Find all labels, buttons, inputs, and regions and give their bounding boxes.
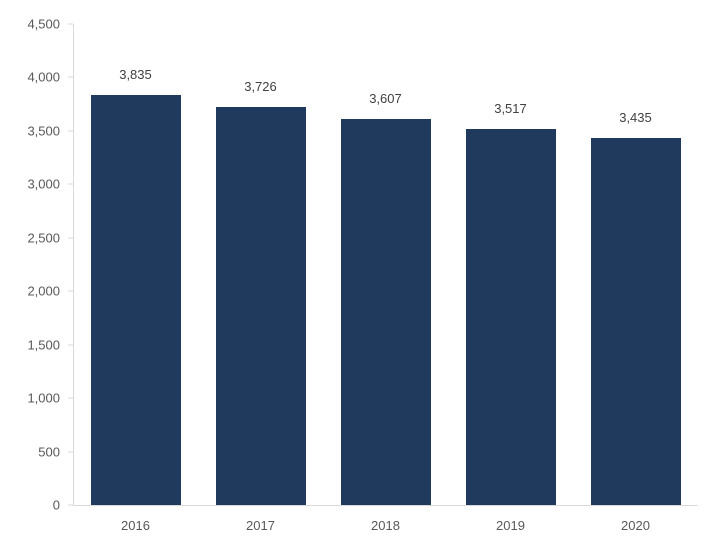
y-tick-mark xyxy=(68,397,73,399)
y-tick-mark xyxy=(68,130,73,132)
bar-value-label: 3,435 xyxy=(619,109,652,125)
y-tick-label: 500 xyxy=(38,444,60,460)
bar-2017 xyxy=(215,106,306,505)
x-axis-line xyxy=(73,505,698,506)
bar-value-label: 3,835 xyxy=(119,67,152,83)
bar-slot-2020: 3,435 xyxy=(573,24,698,505)
x-category-label: 2017 xyxy=(246,518,275,533)
bar-slot-2017: 3,726 xyxy=(198,24,323,505)
bar-slot-2018: 3,607 xyxy=(323,24,448,505)
bar-value-label: 3,607 xyxy=(369,91,402,107)
x-axis-labels: 2016 2017 2018 2019 2020 xyxy=(73,518,698,533)
y-tick-label: 1,500 xyxy=(27,337,60,353)
y-tick-label: 4,000 xyxy=(27,69,60,85)
y-tick-label: 3,500 xyxy=(27,123,60,139)
y-tick-mark xyxy=(68,76,73,78)
y-tick-label: 4,500 xyxy=(27,16,60,32)
y-tick-label: 3,000 xyxy=(27,176,60,192)
bar-2019 xyxy=(465,129,556,505)
y-tick-label: 1,000 xyxy=(27,390,60,406)
y-tick-label: 0 xyxy=(52,497,60,513)
y-tick-label: 2,000 xyxy=(27,283,60,299)
y-axis-line xyxy=(73,24,74,506)
x-category-label: 2020 xyxy=(621,518,650,533)
x-category-label: 2016 xyxy=(121,518,150,533)
bar-slot-2016: 3,835 xyxy=(73,24,198,505)
bar-2020 xyxy=(590,137,681,505)
plot-area: 3,835 3,726 3,607 3,517 3,435 xyxy=(73,24,698,505)
y-tick-mark xyxy=(68,183,73,185)
x-category-label: 2019 xyxy=(496,518,525,533)
y-axis-labels: 4,500 4,000 3,500 3,000 2,500 2,000 1,500 1,000… xyxy=(0,17,60,513)
y-axis-ticks xyxy=(68,23,73,506)
bar-value-label: 3,726 xyxy=(244,78,277,94)
y-tick-mark xyxy=(68,290,73,292)
bar-value-label: 3,517 xyxy=(494,101,527,117)
bar-2018 xyxy=(340,119,431,505)
y-tick-mark xyxy=(68,451,73,453)
y-tick-mark xyxy=(68,504,73,506)
x-category-label: 2018 xyxy=(371,518,400,533)
bar-slot-2019: 3,517 xyxy=(448,24,573,505)
y-tick-mark xyxy=(68,23,73,25)
y-tick-label: 2,500 xyxy=(27,230,60,246)
y-tick-mark xyxy=(68,344,73,346)
bar-2016 xyxy=(90,95,181,505)
y-tick-mark xyxy=(68,237,73,239)
